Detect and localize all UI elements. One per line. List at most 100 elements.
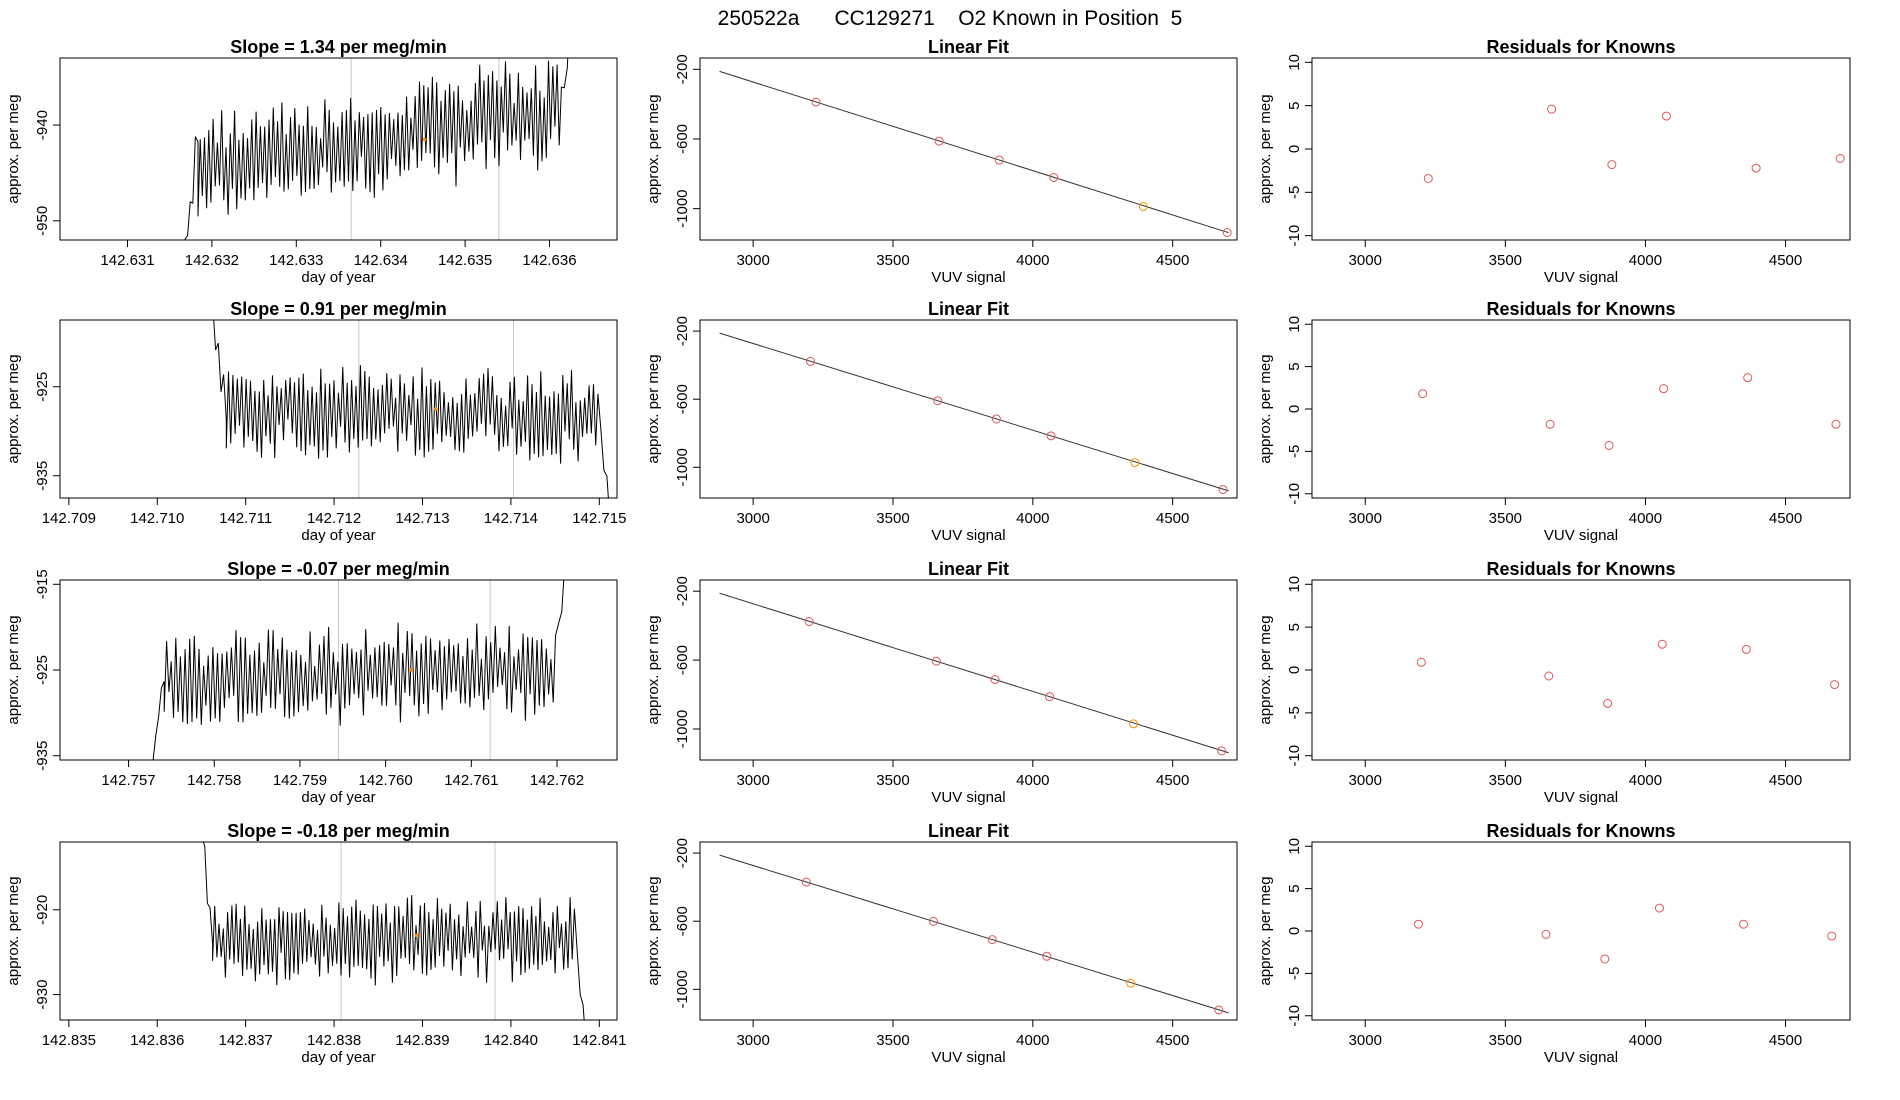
x-axis: 3000 3500 4000 4500	[1349, 759, 1802, 789]
y-tick-label: -200	[674, 316, 691, 346]
x-axis-label: day of year	[301, 1049, 375, 1066]
x-tick-label: 142.835	[42, 1032, 96, 1049]
fit-line	[719, 70, 1229, 234]
data-point	[1416, 657, 1426, 667]
x-tick-label: 3000	[1349, 772, 1382, 789]
y-tick-label: -1000	[674, 448, 691, 486]
plot-area	[1423, 104, 1845, 183]
data-point	[1218, 484, 1228, 494]
panel-fit-row3: Linear Fit 3000 3500 4000 4500 VUV signal -100…	[645, 559, 1238, 806]
x-tick-label: 142.709	[42, 510, 96, 527]
x-axis-label: VUV signal	[931, 269, 1005, 286]
x-axis-label: VUV signal	[1544, 269, 1618, 286]
y-tick-label: -5	[1286, 967, 1303, 980]
y-axis-label: approx. per meg	[645, 94, 662, 203]
data-point	[1743, 373, 1753, 383]
cylinder-id: CC129271	[834, 7, 934, 30]
x-tick-label: 3000	[1349, 1032, 1382, 1049]
highlight-point	[1130, 458, 1140, 468]
x-tick-label: 4500	[1769, 252, 1802, 269]
plot-frame	[1311, 841, 1851, 1021]
data-point	[804, 617, 814, 627]
plot-area	[152, 580, 565, 760]
panel-fit-row1: Linear Fit 3000 3500 4000 4500 VUV signal -100…	[645, 37, 1238, 286]
data-point	[1222, 228, 1232, 238]
x-axis-label: day of year	[301, 269, 375, 286]
x-tick-label: 4000	[1016, 772, 1049, 789]
y-axis: -935 -925	[34, 372, 60, 491]
y-tick-label: -600	[674, 384, 691, 414]
panel-title: Residuals for Knowns	[1486, 821, 1675, 841]
panel-resid-row3: Residuals for Knowns 3000 3500 4000 4500 VUV …	[1257, 559, 1851, 806]
x-tick-label: 4000	[1016, 1032, 1049, 1049]
y-axis-label: approx. per meg	[1257, 876, 1274, 985]
x-tick-label: 142.761	[444, 772, 498, 789]
signal-trace	[152, 580, 565, 760]
fit-line	[719, 854, 1229, 1014]
x-tick-label: 142.715	[572, 510, 626, 527]
data-point	[1831, 419, 1841, 429]
plot-area	[719, 854, 1229, 1015]
y-tick-label: -925	[34, 655, 51, 685]
x-axis-label: VUV signal	[1544, 527, 1618, 544]
x-tick-label: 142.762	[530, 772, 584, 789]
panel-resid-row1: Residuals for Knowns 3000 3500 4000 4500 VUV …	[1257, 37, 1851, 286]
y-tick-label: 10	[1286, 576, 1303, 593]
y-axis-label: approx. per meg	[1257, 615, 1274, 724]
panel-title: Linear Fit	[928, 299, 1009, 319]
data-point	[933, 396, 943, 406]
data-point	[1046, 431, 1056, 441]
mean-marker	[414, 933, 419, 938]
x-axis-label: VUV signal	[931, 1049, 1005, 1066]
x-tick-label: 142.714	[484, 510, 538, 527]
y-tick-label: -600	[674, 645, 691, 675]
plot-frame	[1311, 579, 1851, 761]
x-axis: 3000 3500 4000 4500	[736, 497, 1189, 527]
plot-frame	[699, 57, 1238, 241]
x-tick-label: 4000	[1016, 252, 1049, 269]
plot-area	[213, 320, 609, 498]
x-tick-label: 142.757	[101, 772, 155, 789]
panel-title: Linear Fit	[928, 37, 1009, 57]
x-tick-label: 4000	[1016, 510, 1049, 527]
data-point	[1214, 1005, 1224, 1015]
plot-area	[1416, 639, 1840, 708]
plot-frame	[699, 579, 1238, 761]
plot-frame	[59, 579, 618, 761]
panel-title: Residuals for Knowns	[1486, 299, 1675, 319]
known-description: O2 Known in Position 5	[958, 7, 1182, 30]
y-tick-label: 10	[1286, 316, 1303, 333]
panel-title: Linear Fit	[928, 821, 1009, 841]
x-axis: 142.631 142.632 142.633 142.634 142.635 142.6…	[100, 240, 577, 269]
x-tick-label: 3500	[876, 252, 909, 269]
x-axis-label: VUV signal	[1544, 1049, 1618, 1066]
y-tick-label: 0	[1286, 927, 1303, 935]
data-point	[931, 656, 941, 666]
y-tick-label: 5	[1286, 623, 1303, 631]
y-tick-label: -935	[34, 461, 51, 491]
y-tick-label: -5	[1286, 445, 1303, 458]
x-tick-label: 142.636	[522, 252, 576, 269]
x-axis: 3000 3500 4000 4500	[1349, 239, 1802, 269]
x-tick-label: 142.758	[187, 772, 241, 789]
x-tick-label: 3000	[736, 252, 769, 269]
x-tick-label: 142.836	[130, 1032, 184, 1049]
figure-title: 250522a CC129271 O2 Known in Position 5	[718, 7, 1183, 30]
y-tick-label: 5	[1286, 362, 1303, 370]
x-axis-label: day of year	[301, 789, 375, 806]
x-tick-label: 142.838	[307, 1032, 361, 1049]
panel-title: Slope = -0.18 per meg/min	[227, 821, 450, 841]
y-axis: -1000 -600 -200	[674, 316, 701, 487]
data-point	[1604, 440, 1614, 450]
y-tick-label: -10	[1286, 745, 1303, 767]
y-tick-label: 10	[1286, 54, 1303, 71]
y-axis: -1000 -600 -200	[674, 838, 701, 1009]
y-tick-label: -1000	[674, 970, 691, 1008]
data-point	[1045, 692, 1055, 702]
plot-frame	[59, 841, 618, 1021]
data-point	[1423, 173, 1433, 183]
